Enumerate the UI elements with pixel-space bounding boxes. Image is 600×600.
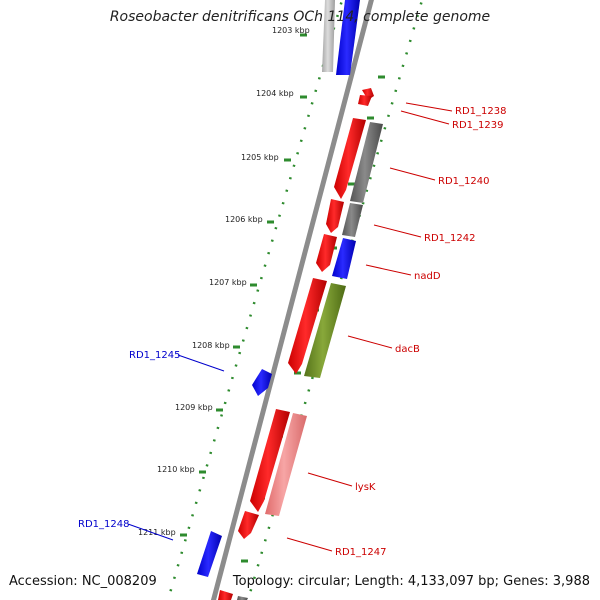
tick-track-outer: [166, 0, 344, 600]
gene-light-grey[interactable]: [322, 0, 335, 72]
gene-label[interactable]: RD1_1238: [455, 106, 506, 117]
gene-label[interactable]: RD1_1247: [335, 547, 386, 558]
tick-label: 1208 kbp: [192, 341, 230, 350]
gene-rd1-1247[interactable]: [238, 511, 259, 539]
gene-lysK[interactable]: [265, 413, 307, 516]
gene-dacB[interactable]: [304, 283, 346, 378]
gene-grey-1[interactable]: [350, 122, 383, 203]
gene-label[interactable]: RD1_1240: [438, 176, 489, 187]
leader-line: [127, 523, 174, 541]
genome-backbone: [210, 0, 374, 600]
gene-label[interactable]: dacB: [395, 344, 420, 355]
leader-line: [347, 335, 393, 349]
tick-label: 1203 kbp: [272, 26, 310, 35]
gene-rd1-1240[interactable]: [334, 118, 366, 199]
gene-label[interactable]: RD1_1239: [452, 120, 503, 131]
leader-line: [373, 224, 422, 238]
gene-lysK-red[interactable]: [250, 409, 290, 512]
tick-label: 1204 kbp: [256, 89, 294, 98]
gene-label[interactable]: RD1_1242: [424, 233, 475, 244]
leader-line: [405, 102, 453, 112]
gene-label[interactable]: RD1_1245: [129, 350, 180, 361]
tick-label: 1209 kbp: [175, 403, 213, 412]
gene-rd1-1248[interactable]: [197, 531, 222, 577]
gene-red-small-1[interactable]: [326, 199, 344, 233]
map-title: Roseobacter denitrificans OCh 114, compl…: [109, 9, 491, 25]
leader-line: [286, 537, 333, 552]
gene-grey-2[interactable]: [342, 203, 363, 237]
tick-track-inner: [246, 0, 424, 600]
leader-line: [307, 472, 353, 487]
tick-label: 1206 kbp: [225, 215, 263, 224]
gene-rd1-1245[interactable]: [252, 369, 272, 396]
gene-rd1-1242[interactable]: [316, 234, 337, 272]
accession-text: Accession: NC_008209: [9, 574, 157, 589]
leader-lines: [127, 102, 453, 552]
gene-nadD[interactable]: [332, 238, 356, 279]
gene-bottom-grey[interactable]: [237, 596, 248, 600]
gene-label[interactable]: nadD: [414, 271, 441, 282]
tick-label: 1210 kbp: [157, 465, 195, 474]
gene-rd1-1239[interactable]: [358, 95, 372, 106]
leader-line: [365, 264, 412, 276]
tick-label: 1207 kbp: [209, 278, 247, 287]
leader-line: [389, 167, 436, 181]
gene-blue-top[interactable]: [336, 0, 360, 75]
gene-label[interactable]: RD1_1248: [78, 519, 129, 530]
leader-line: [177, 354, 225, 372]
tick-label: 1205 kbp: [241, 153, 279, 162]
gene-features: [197, 0, 383, 600]
gene-red-long-1[interactable]: [288, 278, 327, 374]
leader-line: [400, 110, 450, 125]
genome-summary-text: Topology: circular; Length: 4,133,097 bp…: [232, 574, 590, 589]
gene-label[interactable]: lysK: [355, 482, 376, 493]
tick-label: 1211 kbp: [138, 528, 176, 537]
gene-bottom-red[interactable]: [218, 590, 233, 600]
